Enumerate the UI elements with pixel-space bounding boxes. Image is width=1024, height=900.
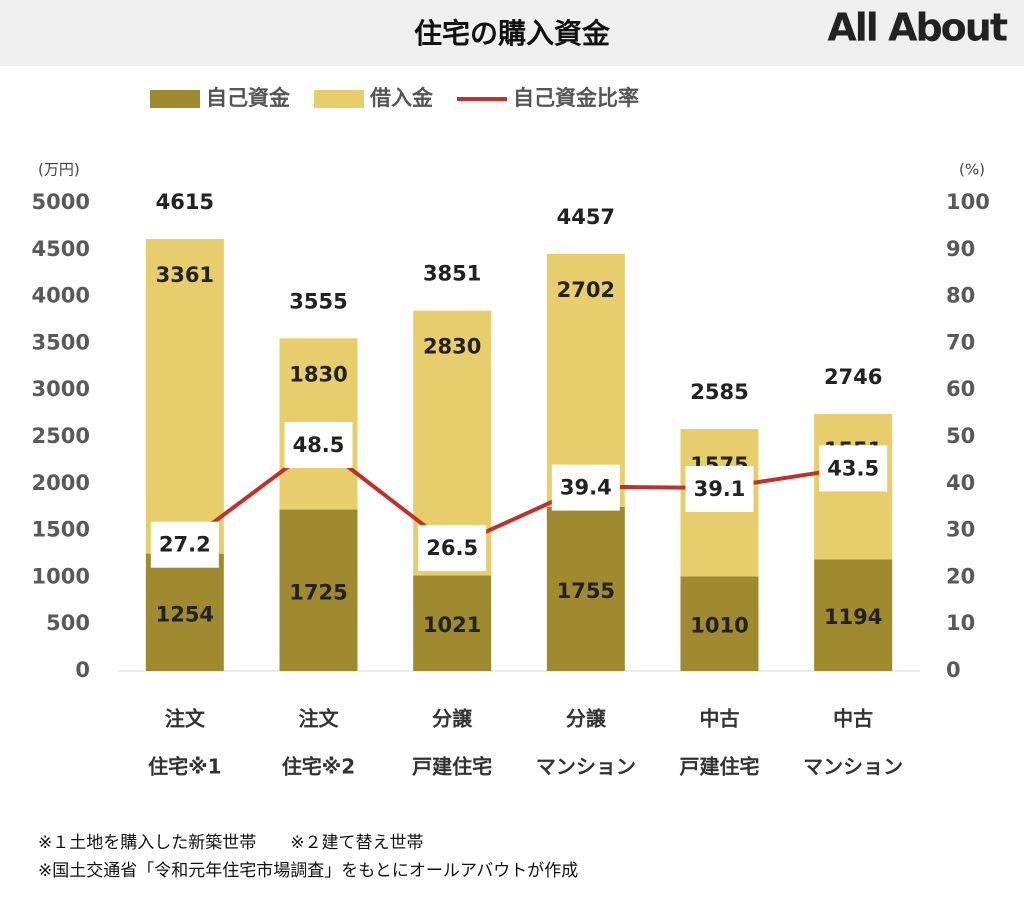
total-label: 3851	[423, 262, 481, 286]
y2-tick-label: 30	[946, 518, 975, 542]
y2-tick-label: 10	[946, 611, 975, 635]
value-label: 1254	[156, 602, 214, 626]
footnote: ※２建て替え世帯	[290, 833, 423, 853]
legend-swatch	[314, 90, 364, 108]
label-box	[819, 445, 888, 492]
legend-swatch	[150, 90, 200, 108]
y2-tick-label: 40	[946, 471, 975, 495]
legend-label: 自己資金	[206, 86, 291, 110]
value-label: 1725	[289, 580, 347, 604]
footnote: ※１土地を購入した新築世帯	[38, 833, 256, 853]
value-label: 1010	[690, 614, 748, 638]
y-tick-label: 3000	[32, 377, 90, 401]
bar-segment	[145, 553, 224, 671]
total-label: 2585	[690, 380, 748, 404]
value-label: 3361	[156, 263, 214, 287]
logo: All About	[827, 6, 1007, 50]
header-band	[0, 0, 1024, 66]
y-tick-label: 500	[46, 611, 90, 635]
ratio-label: 39.1	[694, 477, 746, 501]
y-tick-label: 4500	[32, 237, 90, 261]
label-box	[685, 466, 754, 513]
x-tick-label: 分譲	[566, 707, 607, 731]
x-tick-label: 分譲	[432, 707, 473, 731]
value-label: 1194	[824, 605, 882, 629]
x-tick-label: マンション	[536, 755, 636, 779]
ratio-label: 43.5	[827, 456, 879, 480]
bar-segment	[680, 576, 759, 671]
x-tick-label: マンション	[803, 755, 903, 779]
y2-tick-label: 70	[946, 330, 975, 354]
y2-tick-label: 50	[946, 424, 975, 448]
value-label: 2830	[423, 335, 481, 359]
y-tick-label: 3500	[32, 330, 90, 354]
y2-tick-label: 0	[946, 658, 961, 682]
bar-segment	[546, 506, 625, 671]
y2-tick-label: 100	[946, 190, 990, 214]
total-label: 4457	[557, 205, 615, 229]
chart-title: 住宅の購入資金	[414, 17, 611, 50]
value-label: 1830	[289, 362, 347, 386]
y-axis-unit: (万円)	[38, 161, 80, 179]
value-label: 2702	[557, 278, 615, 302]
x-tick-label: 注文	[165, 707, 206, 731]
x-tick-label: 中古	[700, 707, 740, 731]
y2-tick-label: 60	[946, 377, 975, 401]
x-tick-label: 戸建住宅	[680, 755, 760, 779]
legend-label: 借入金	[369, 86, 434, 110]
y-tick-label: 2000	[32, 471, 90, 495]
value-label: 1755	[557, 579, 615, 603]
bar-segment	[279, 509, 358, 671]
total-label: 3555	[289, 289, 347, 313]
bar-segment	[814, 559, 893, 671]
x-tick-label: 戸建住宅	[412, 755, 492, 779]
label-box	[284, 422, 353, 469]
total-label: 4615	[156, 190, 214, 214]
y-tick-label: 1000	[32, 564, 90, 588]
y-tick-label: 5000	[32, 190, 90, 214]
x-tick-label: 注文	[299, 707, 340, 731]
y2-axis-unit: (%)	[959, 161, 985, 179]
y-tick-label: 1500	[32, 518, 90, 542]
x-tick-label: 住宅※1	[148, 755, 221, 779]
ratio-label: 27.2	[159, 533, 211, 557]
y-tick-label: 4000	[32, 284, 90, 308]
y2-tick-label: 80	[946, 284, 975, 308]
bar-segment	[145, 239, 224, 554]
footnote: ※国土交通省「令和元年住宅市場調査」をもとにオールアバウトが作成	[38, 861, 578, 881]
y-tick-label: 0	[75, 658, 90, 682]
label-box	[418, 524, 487, 571]
y2-tick-label: 20	[946, 564, 975, 588]
bar-segment	[413, 575, 492, 671]
ratio-label: 48.5	[293, 433, 345, 457]
legend-label: 自己資金比率	[513, 86, 639, 110]
x-tick-label: 住宅※2	[282, 755, 355, 779]
ratio-label: 26.5	[426, 536, 478, 560]
x-tick-label: 中古	[833, 707, 873, 731]
label-box	[150, 521, 219, 568]
ratio-label: 39.4	[560, 476, 612, 500]
value-label: 1021	[423, 613, 481, 637]
y-tick-label: 2500	[32, 424, 90, 448]
y2-tick-label: 90	[946, 237, 975, 261]
bar-segment	[546, 253, 625, 507]
label-box	[551, 464, 620, 511]
total-label: 2746	[824, 365, 882, 389]
